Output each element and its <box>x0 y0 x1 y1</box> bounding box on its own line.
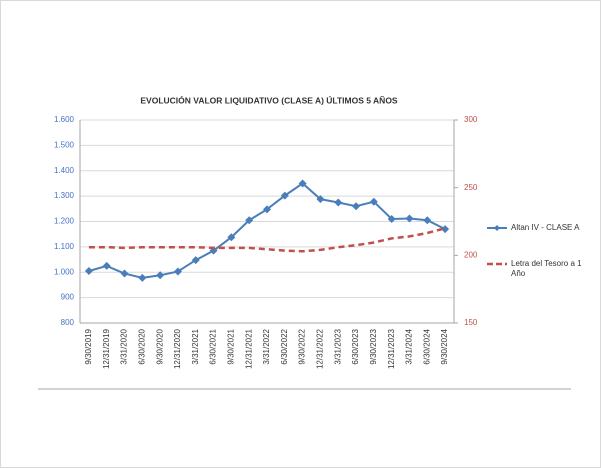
marker <box>138 273 147 282</box>
x-tick-label: 12/31/2020 <box>173 328 182 369</box>
y-tick-label: 900 <box>61 293 75 302</box>
marker <box>352 202 361 211</box>
x-tick-label: 6/30/2024 <box>422 328 431 364</box>
x-tick-label: 3/31/2020 <box>120 328 129 364</box>
marker <box>369 197 378 206</box>
x-tick-label: 9/30/2019 <box>84 328 93 364</box>
legend-label: Altan IV - CLASE A <box>511 223 580 232</box>
marker <box>423 216 432 225</box>
x-tick-label: 3/31/2024 <box>405 328 414 364</box>
legend-marker <box>494 225 500 231</box>
legend-label: Letra del Tesoro a 1 Año <box>511 259 582 278</box>
x-tick-label: 12/31/2022 <box>316 328 325 369</box>
y2-tick-label: 200 <box>464 250 478 259</box>
marker <box>298 179 307 188</box>
marker <box>405 214 414 223</box>
x-tick-label: 12/31/2019 <box>102 328 111 369</box>
marker <box>84 266 93 275</box>
x-tick-label: 6/30/2023 <box>351 328 360 364</box>
marker <box>387 214 396 223</box>
marker <box>191 256 200 265</box>
x-tick-label: 3/31/2021 <box>191 328 200 364</box>
y-tick-label: 1.500 <box>54 140 75 149</box>
marker <box>156 271 165 280</box>
y-tick-label: 1.300 <box>54 191 75 200</box>
marker <box>173 267 182 276</box>
y-tick-label: 800 <box>61 318 75 327</box>
y-tick-label: 1.100 <box>54 242 75 251</box>
marker <box>316 195 325 204</box>
marker <box>245 216 254 225</box>
y-tick-label: 1.400 <box>54 166 75 175</box>
series-line <box>88 182 446 279</box>
series-line <box>88 227 446 253</box>
marker <box>120 269 129 278</box>
x-tick-label: 9/30/2022 <box>298 328 307 364</box>
y2-tick-label: 150 <box>464 318 478 327</box>
x-tick-label: 9/30/2024 <box>440 328 449 364</box>
marker <box>263 205 271 214</box>
marker <box>334 198 343 207</box>
x-tick-label: 12/31/2023 <box>387 328 396 369</box>
x-tick-label: 9/30/2023 <box>369 328 378 364</box>
x-tick-label: 6/30/2021 <box>209 328 218 364</box>
x-tick-label: 3/31/2023 <box>333 328 342 364</box>
x-tick-label: 12/31/2021 <box>244 328 253 369</box>
marker <box>102 261 111 270</box>
chart-title: EVOLUCIÓN VALOR LIQUIDATIVO (CLASE A) ÚL… <box>140 94 398 105</box>
y-tick-label: 1.000 <box>54 267 75 276</box>
marker <box>280 191 289 200</box>
marker <box>227 233 236 242</box>
y2-tick-label: 300 <box>464 115 478 124</box>
y2-tick-label: 250 <box>464 183 478 192</box>
marker <box>441 225 450 234</box>
x-tick-label: 3/31/2022 <box>262 328 271 364</box>
x-tick-label: 6/30/2022 <box>280 328 289 364</box>
x-tick-label: 9/30/2021 <box>226 328 235 364</box>
x-tick-label: 6/30/2020 <box>137 328 146 364</box>
x-tick-label: 9/30/2020 <box>155 328 164 364</box>
y-tick-label: 1.600 <box>54 115 75 124</box>
y-tick-label: 1.200 <box>54 217 75 226</box>
